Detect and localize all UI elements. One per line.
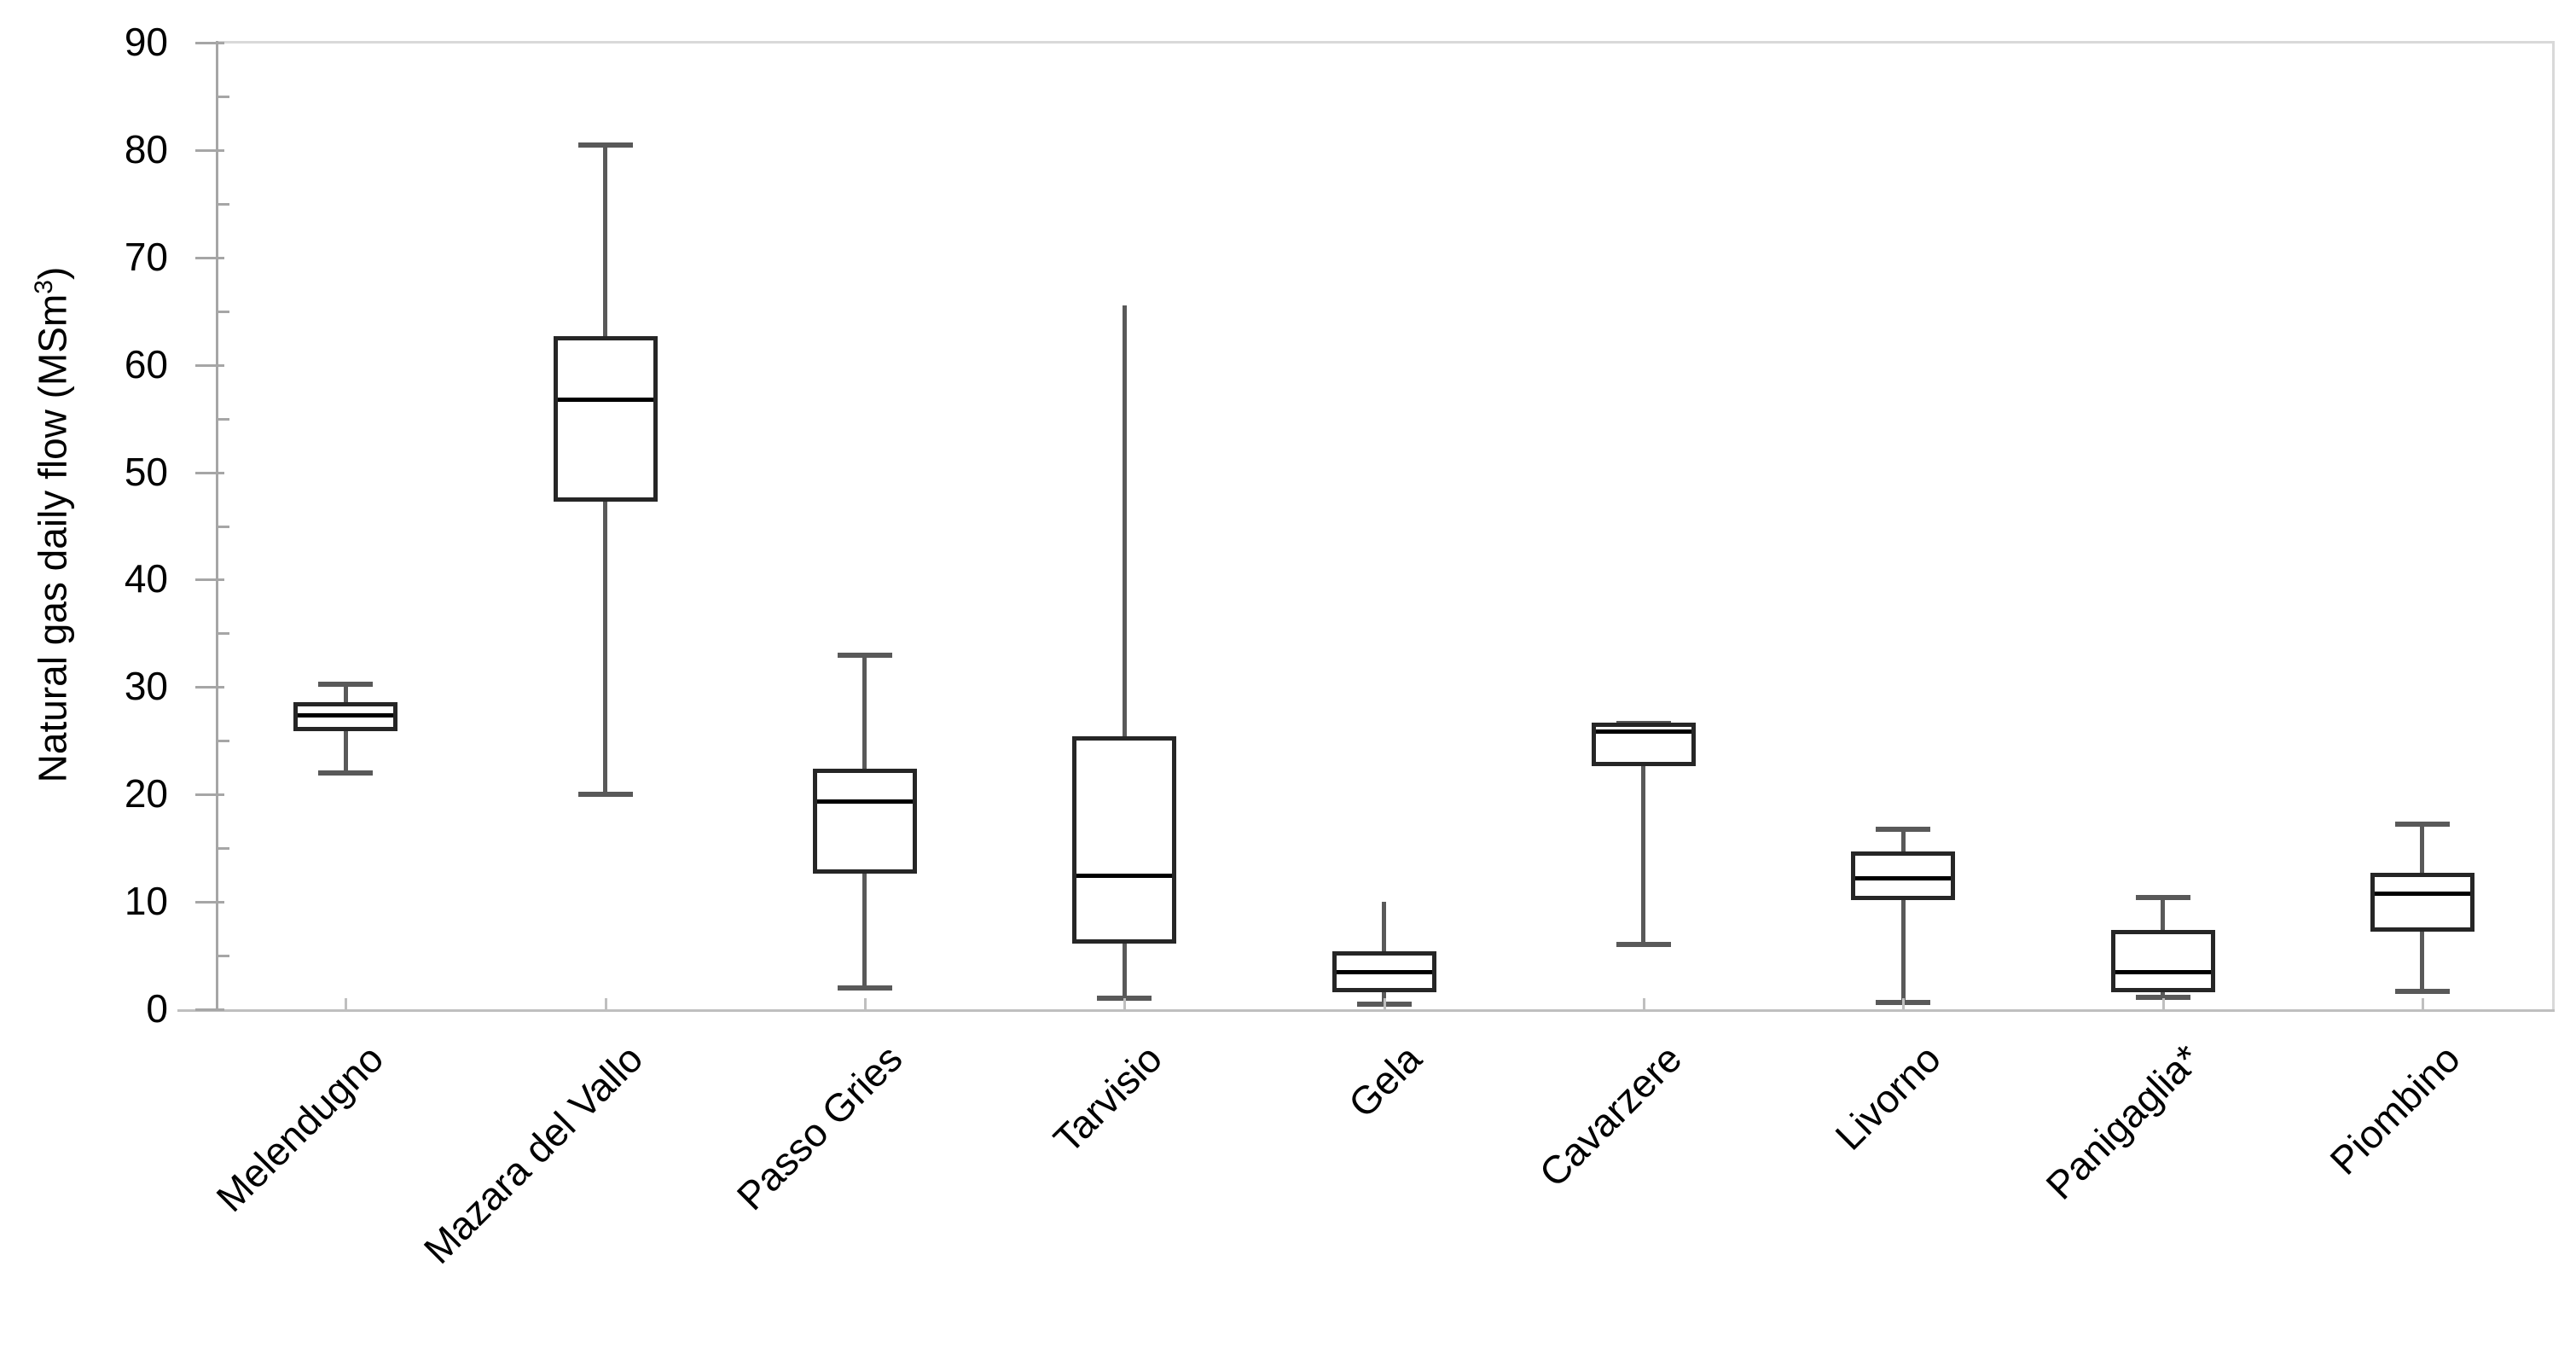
whisker-line — [1122, 305, 1127, 999]
median-line — [1855, 876, 1952, 881]
x-tick — [604, 998, 607, 1009]
whisker-cap-bottom — [318, 770, 374, 776]
y-major-tick — [195, 901, 224, 904]
category-label: Gela — [1340, 1036, 1430, 1126]
x-tick — [863, 998, 867, 1009]
y-tick-label: 90 — [124, 20, 168, 64]
category-label: Passo Gries — [728, 1036, 911, 1219]
category-label: Panigaglia* — [2037, 1036, 2209, 1208]
y-tick-label: 80 — [124, 126, 168, 171]
median-line — [557, 397, 653, 402]
x-tick — [1642, 998, 1645, 1009]
whisker-cap-top — [2394, 822, 2450, 828]
whisker-cap-top — [1876, 826, 1931, 832]
y-tick-label: 60 — [124, 341, 168, 386]
y-axis-line — [216, 41, 218, 1011]
y-minor-tick — [218, 632, 229, 636]
box — [1851, 851, 1956, 900]
whisker-cap-top — [2135, 895, 2190, 901]
plot-border-top — [216, 41, 2552, 44]
box — [812, 769, 917, 874]
y-tick-label: 0 — [146, 986, 168, 1031]
y-tick-label: 10 — [124, 879, 168, 924]
whisker-line — [1641, 723, 1646, 945]
median-line — [1336, 969, 1432, 974]
x-tick — [345, 998, 348, 1009]
y-tick-label: 20 — [124, 771, 168, 816]
x-tick — [2421, 998, 2424, 1009]
whisker-cap-bottom — [1616, 942, 1671, 948]
x-tick — [1123, 998, 1127, 1009]
box — [2110, 929, 2215, 992]
whisker-cap-bottom — [837, 985, 892, 991]
y-minor-tick — [218, 847, 229, 851]
y-minor-tick — [218, 740, 229, 743]
y-tick-label: 70 — [124, 234, 168, 279]
y-major-tick — [195, 1008, 224, 1011]
median-line — [2374, 892, 2470, 897]
median-line — [816, 799, 913, 804]
y-minor-tick — [218, 95, 229, 98]
y-tick-label: 40 — [124, 556, 168, 601]
y-major-tick — [195, 471, 224, 474]
y-axis-title-superscript: 3 — [30, 280, 58, 294]
y-minor-tick — [218, 202, 229, 206]
box — [553, 335, 658, 502]
y-minor-tick — [218, 525, 229, 528]
y-minor-tick — [218, 955, 229, 958]
whisker-cap-bottom — [2394, 988, 2450, 994]
y-major-tick — [195, 363, 224, 367]
y-major-tick — [195, 578, 224, 582]
category-label: Cavarzere — [1530, 1036, 1690, 1196]
y-minor-tick — [218, 310, 229, 313]
x-tick — [1383, 998, 1386, 1009]
whisker-cap-bottom — [577, 792, 633, 798]
whisker-cap-top — [318, 681, 374, 687]
category-label: Piombino — [2321, 1036, 2469, 1183]
y-tick-label: 30 — [124, 664, 168, 709]
whisker-cap-top — [837, 652, 892, 658]
y-major-tick — [195, 256, 224, 259]
x-axis-line — [177, 1009, 2555, 1012]
y-major-tick — [195, 793, 224, 797]
whisker-line — [1900, 828, 1906, 1003]
box — [2370, 873, 2474, 933]
box — [1072, 736, 1177, 944]
y-major-tick — [195, 42, 224, 44]
y-major-tick — [195, 148, 224, 152]
median-line — [1076, 873, 1173, 878]
y-minor-tick — [218, 417, 229, 421]
plot-border-right — [2552, 41, 2555, 1010]
category-label: Tarvisio — [1045, 1036, 1171, 1162]
category-label: Mazara del Vallo — [415, 1036, 652, 1272]
y-major-tick — [195, 686, 224, 689]
median-line — [2115, 969, 2211, 974]
category-label: Melendugno — [207, 1036, 392, 1221]
x-tick — [1902, 998, 1906, 1009]
y-tick-label: 50 — [124, 449, 168, 494]
median-line — [1595, 729, 1691, 734]
x-tick — [2161, 998, 2165, 1009]
whisker-cap-bottom — [2135, 995, 2190, 1001]
median-line — [298, 713, 394, 718]
category-label: Livorno — [1826, 1036, 1950, 1159]
whisker-cap-top — [577, 142, 633, 148]
